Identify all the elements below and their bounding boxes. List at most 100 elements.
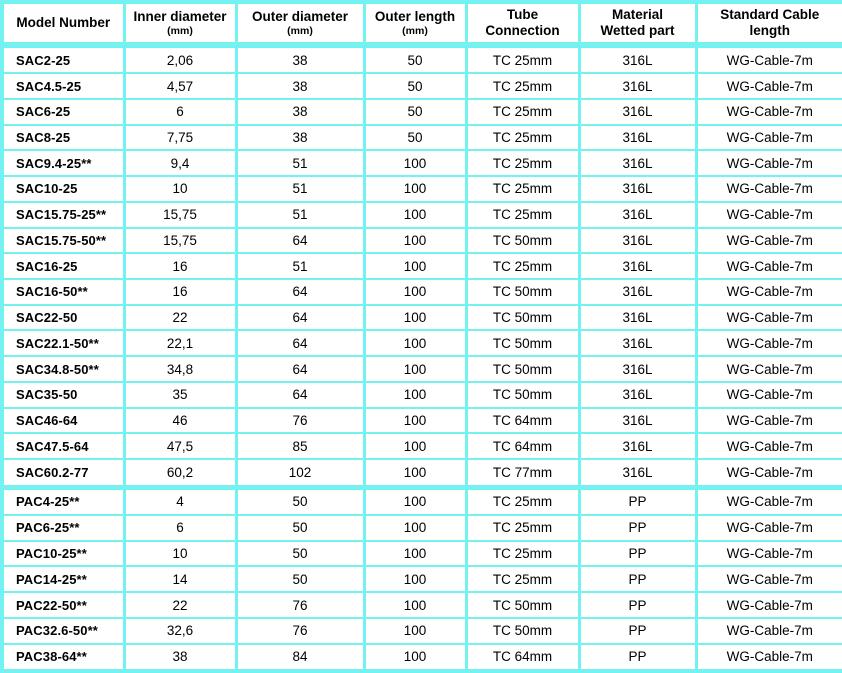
table-row: PAC4-25** 4 50 100 TC 25mm PP WG-Cable-7m [0,484,842,516]
table-row: SAC60.2-77 60,2 102 100 TC 77mm 316L WG-Cable-… [0,458,842,488]
value-cell: WG-Cable-7m [694,200,842,229]
value-cell: 47,5 [122,432,238,461]
value-cell: 10 [122,539,238,568]
col-header-label: Model Number [16,14,111,30]
value-cell: 22 [122,591,238,619]
value-cell: 14 [122,565,238,594]
value-cell: WG-Cable-7m [694,406,842,435]
col-header-model-number: Model Number [0,1,126,44]
model-cell: SAC22.1-50** [0,329,126,358]
col-header-outer-length: Outer length (mm) [362,1,468,44]
value-cell: WG-Cable-7m [694,380,842,409]
value-cell: TC 64mm [464,432,581,461]
value-cell: 100 [362,226,468,255]
value-cell: 50 [362,44,468,75]
table-row: SAC10-25 10 51 100 TC 25mm 316L WG-Cable-7m [0,175,842,203]
value-cell: TC 25mm [464,123,581,152]
model-cell: PAC6-25** [0,513,126,542]
model-cell: PAC10-25** [0,539,126,568]
value-cell: 100 [362,355,468,383]
value-cell: WG-Cable-7m [694,149,842,178]
value-cell: 316L [577,226,698,255]
table-row: PAC32.6-50** 32,6 76 100 TC 50mm PP WG-Cable-7… [0,616,842,645]
value-cell: 50 [362,97,468,126]
table-row: SAC6-25 6 38 50 TC 25mm 316L WG-Cable-7m [0,97,842,126]
model-cell: SAC9.4-25** [0,149,126,178]
value-cell: 316L [577,406,698,435]
value-cell: WG-Cable-7m [694,484,842,516]
table-row: SAC2-25 2,06 38 50 TC 25mm 316L WG-Cable-7m [0,44,842,75]
model-cell: PAC22-50** [0,591,126,619]
value-cell: 316L [577,252,698,280]
value-cell: 100 [362,175,468,203]
value-cell: 316L [577,97,698,126]
value-cell: 100 [362,616,468,645]
value-cell: TC 25mm [464,97,581,126]
value-cell: WG-Cable-7m [694,616,842,645]
value-cell: 100 [362,458,468,488]
value-cell: TC 64mm [464,642,581,673]
value-cell: 50 [362,72,468,100]
value-cell: 316L [577,329,698,358]
table-row: SAC15.75-50** 15,75 64 100 TC 50mm 316L WG-Cab… [0,226,842,255]
model-cell: SAC47.5-64 [0,432,126,461]
model-cell: SAC22-50 [0,303,126,332]
table-row: SAC47.5-64 47,5 85 100 TC 64mm 316L WG-Cable-7… [0,432,842,461]
header-separator-band [2,42,842,48]
value-cell: 50 [234,513,366,542]
value-cell: 316L [577,432,698,461]
table-row: SAC15.75-25** 15,75 51 100 TC 25mm 316L WG-Cab… [0,200,842,229]
value-cell: 64 [234,303,366,332]
table-row: SAC8-25 7,75 38 50 TC 25mm 316L WG-Cable-7m [0,123,842,152]
value-cell: WG-Cable-7m [694,277,842,306]
model-cell: PAC38-64** [0,642,126,673]
value-cell: WG-Cable-7m [694,642,842,673]
value-cell: 64 [234,355,366,383]
value-cell: TC 25mm [464,149,581,178]
value-cell: TC 25mm [464,565,581,594]
value-cell: 100 [362,565,468,594]
value-cell: TC 25mm [464,200,581,229]
value-cell: TC 25mm [464,513,581,542]
model-cell: SAC16-50** [0,277,126,306]
model-cell: SAC2-25 [0,44,126,75]
value-cell: 100 [362,539,468,568]
model-cell: SAC35-50 [0,380,126,409]
model-cell: SAC60.2-77 [0,458,126,488]
value-cell: TC 50mm [464,303,581,332]
value-cell: PP [577,642,698,673]
value-cell: WG-Cable-7m [694,539,842,568]
value-cell: 2,06 [122,44,238,75]
value-cell: WG-Cable-7m [694,303,842,332]
table-row: SAC16-50** 16 64 100 TC 50mm 316L WG-Cable-7m [0,277,842,306]
value-cell: 51 [234,252,366,280]
table-row: PAC10-25** 10 50 100 TC 25mm PP WG-Cable-7m [0,539,842,568]
value-cell: 22,1 [122,329,238,358]
value-cell: 64 [234,226,366,255]
table-body: SAC2-25 2,06 38 50 TC 25mm 316L WG-Cable-7m SAC… [0,44,842,673]
model-cell: SAC15.75-50** [0,226,126,255]
value-cell: TC 50mm [464,616,581,645]
table-row: SAC9.4-25** 9,4 51 100 TC 25mm 316L WG-Cable-7… [0,149,842,178]
value-cell: 51 [234,149,366,178]
value-cell: 100 [362,380,468,409]
model-cell: PAC4-25** [0,484,126,516]
col-header-sub: (mm) [402,24,428,37]
header-separator [2,42,842,48]
value-cell: 316L [577,380,698,409]
value-cell: TC 25mm [464,539,581,568]
value-cell: 32,6 [122,616,238,645]
value-cell: 15,75 [122,200,238,229]
value-cell: 85 [234,432,366,461]
value-cell: 100 [362,277,468,306]
table-row: PAC14-25** 14 50 100 TC 25mm PP WG-Cable-7m [0,565,842,594]
value-cell: 316L [577,355,698,383]
value-cell: WG-Cable-7m [694,432,842,461]
table-row: SAC4.5-25 4,57 38 50 TC 25mm 316L WG-Cable-7m [0,72,842,100]
value-cell: TC 64mm [464,406,581,435]
value-cell: 50 [234,539,366,568]
value-cell: 7,75 [122,123,238,152]
col-header-inner-diameter: Inner diameter (mm) [122,1,238,44]
col-header-standard-cable-length: Standard Cable length [694,1,842,44]
value-cell: 316L [577,175,698,203]
